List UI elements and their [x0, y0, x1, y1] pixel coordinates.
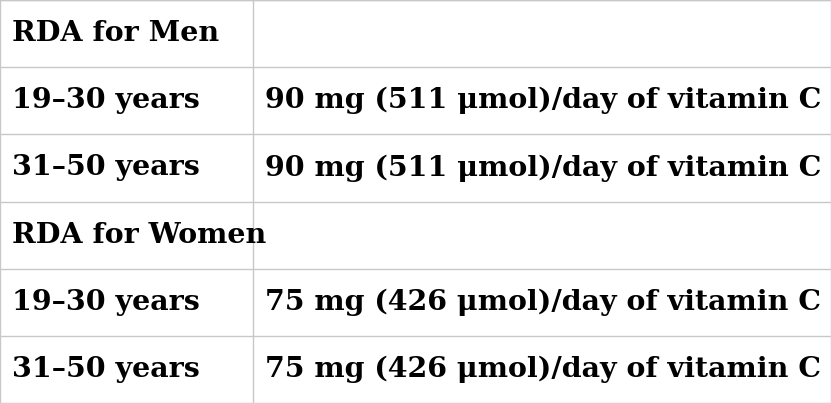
Text: RDA for Women: RDA for Women — [12, 222, 266, 249]
Text: 75 mg (426 μmol)/day of vitamin C: 75 mg (426 μmol)/day of vitamin C — [265, 289, 822, 316]
Text: 90 mg (511 μmol)/day of vitamin C: 90 mg (511 μmol)/day of vitamin C — [265, 87, 822, 114]
Text: 75 mg (426 μmol)/day of vitamin C: 75 mg (426 μmol)/day of vitamin C — [265, 356, 822, 383]
Text: 19–30 years: 19–30 years — [12, 289, 199, 316]
Text: 19–30 years: 19–30 years — [12, 87, 199, 114]
Text: 90 mg (511 μmol)/day of vitamin C: 90 mg (511 μmol)/day of vitamin C — [265, 154, 822, 182]
Text: 31–50 years: 31–50 years — [12, 154, 199, 181]
Text: 31–50 years: 31–50 years — [12, 356, 199, 383]
Text: RDA for Men: RDA for Men — [12, 20, 219, 47]
